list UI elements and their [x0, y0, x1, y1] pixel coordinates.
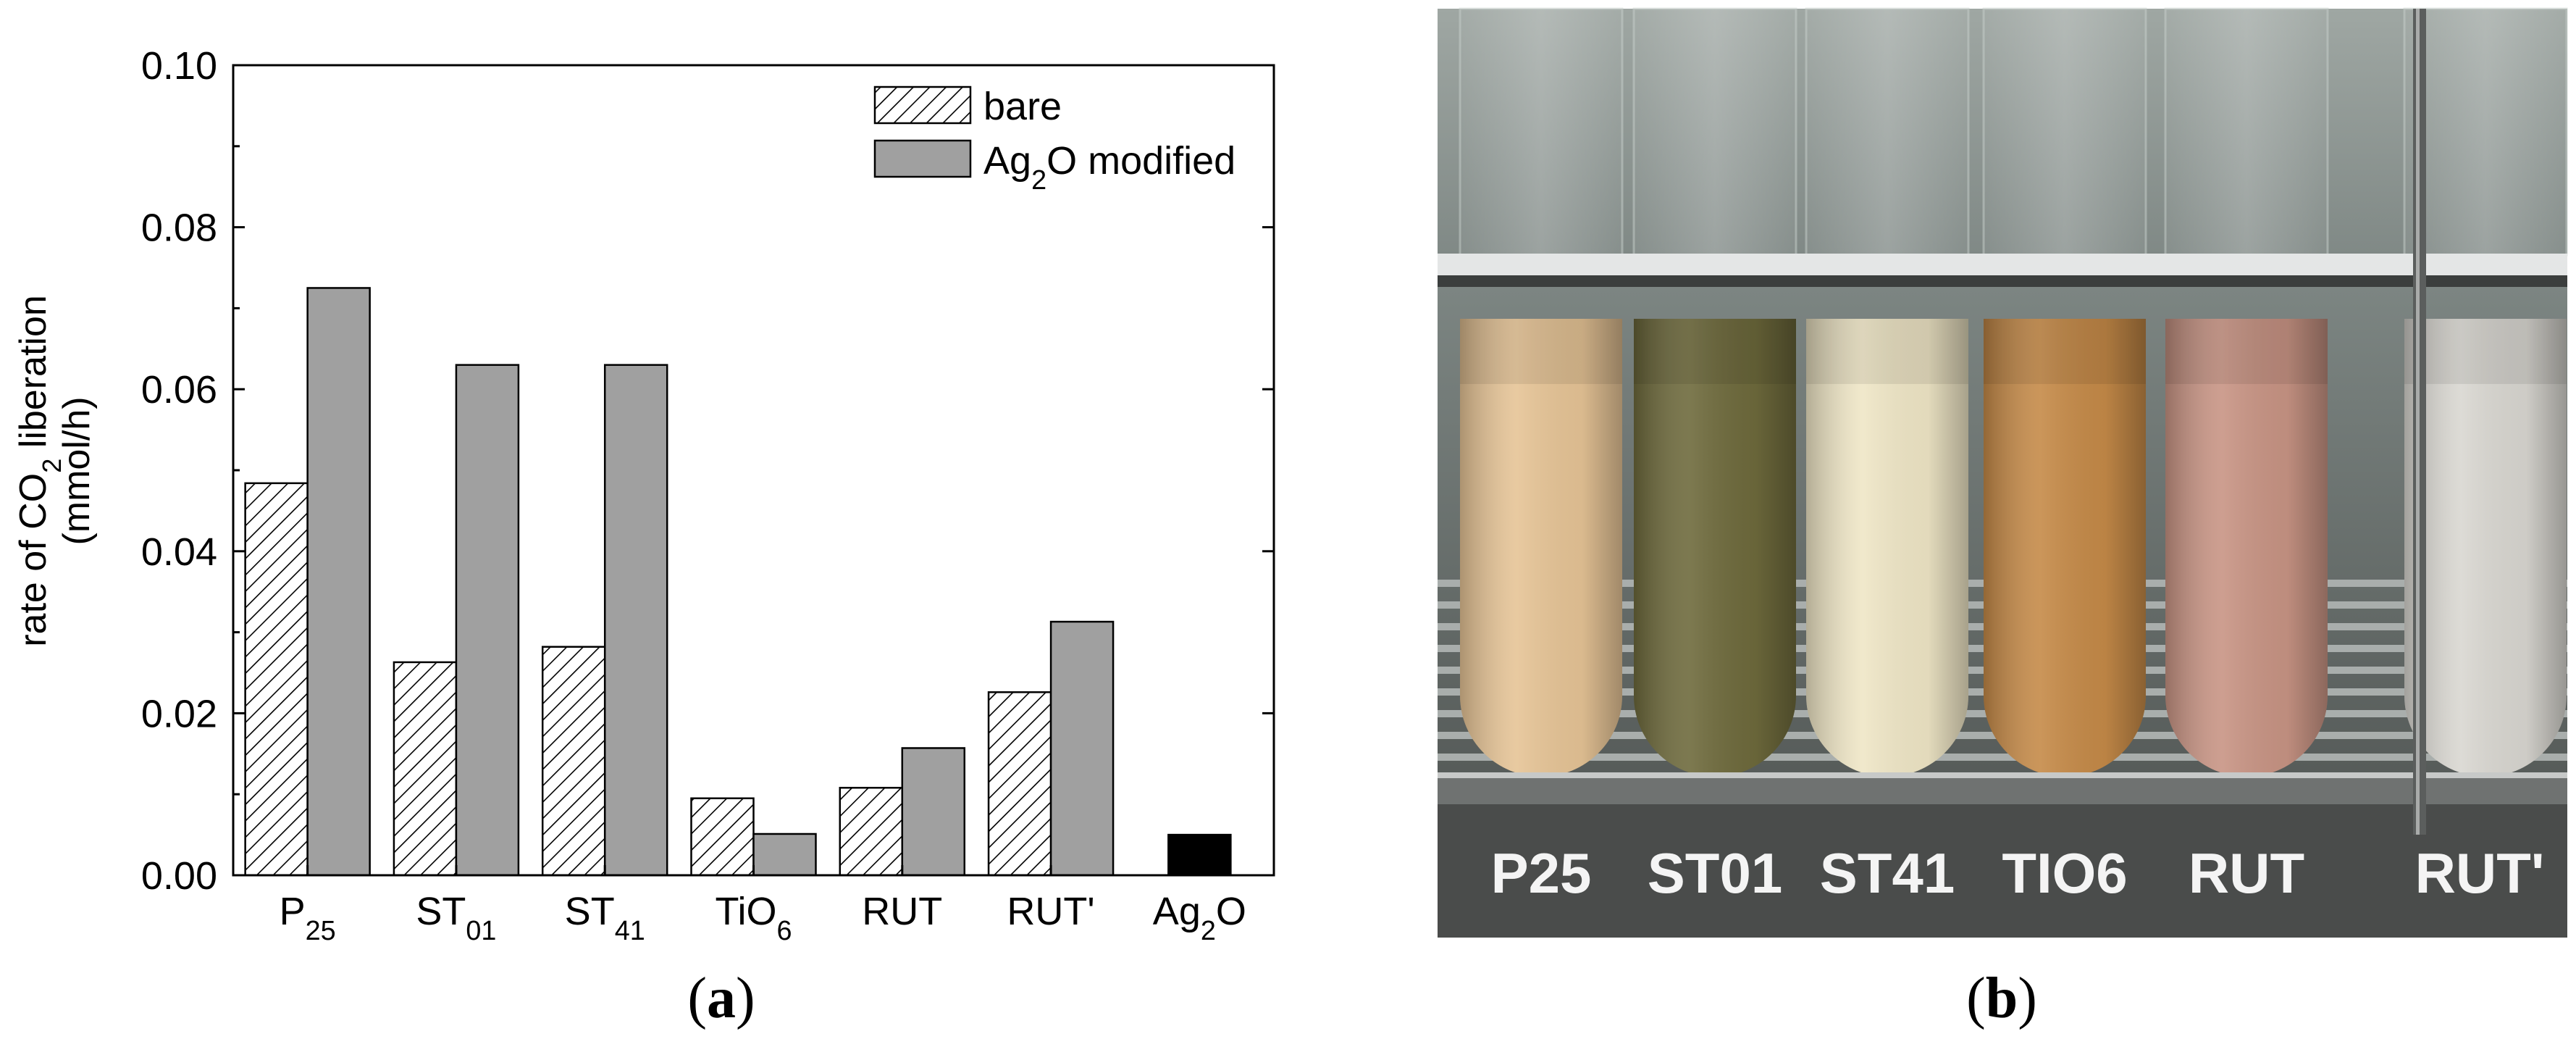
rack-top-rail	[1438, 254, 2567, 275]
tube-shading-2	[1634, 319, 1796, 777]
rack-wire	[1438, 754, 2567, 761]
x-tick-label-ag2o: Ag2O	[1153, 890, 1246, 946]
tube-band-5	[2165, 319, 2328, 384]
bar-ag2o-modified-tio6	[752, 833, 817, 877]
y-tick-label: 0.04	[141, 530, 217, 574]
y-axis-title: rate of CO2 liberation (mmol/h)	[12, 295, 98, 647]
glass-tube-tops	[1459, 7, 2568, 256]
bar-bare-tio6	[690, 797, 755, 877]
tube-label-rut-prime: RUT'	[2415, 841, 2545, 905]
x-tick-label-rut-prime: RUT'	[1007, 890, 1094, 933]
bar-ag2o-modified-rut	[901, 747, 966, 877]
bars-group	[244, 287, 1232, 877]
bar-ag2o-modified-st41	[603, 364, 668, 877]
legend-label-ag2o-modified: Ag2O modified	[983, 139, 1235, 196]
y-axis: 0.00 0.02 0.04 0.06 0.08 0.10	[141, 44, 1274, 898]
glass-top-6	[2403, 7, 2568, 256]
tube-photo: P25 ST01 ST41 TIO6 RUT RUT' (b)	[1438, 7, 2568, 1030]
tube-band-6	[2404, 319, 2567, 384]
tube-label-tio6: TIO6	[2002, 841, 2127, 905]
tubes-group	[1460, 319, 2567, 777]
x-axis: P25 ST01 ST41 TiO6 RUT RUT' Ag2O	[280, 865, 1246, 946]
tube-band-2	[1634, 319, 1796, 384]
glass-top-3	[1805, 7, 1970, 256]
tube-shading-6	[2404, 319, 2567, 777]
legend: bare Ag2O modified	[873, 85, 1235, 196]
tube-shading-3	[1806, 319, 1968, 777]
rack-front-rail	[1438, 775, 2567, 804]
tube-label-p25: P25	[1491, 841, 1592, 905]
tube-label-st01: ST01	[1648, 841, 1782, 905]
tube-labels: P25 ST01 ST41 TIO6 RUT RUT'	[1491, 841, 2545, 905]
tube-shading-4	[1984, 319, 2146, 777]
glass-top-5	[2164, 7, 2329, 256]
x-tick-label-p25: P25	[280, 890, 336, 946]
y-tick-label: 0.08	[141, 206, 217, 250]
tube-label-st41: ST41	[1820, 841, 1955, 905]
glass-top-1	[1459, 7, 1624, 256]
bar-ag2o-modified-rut-prime	[1049, 620, 1115, 877]
y-tick-label: 0.02	[141, 692, 217, 735]
tube-band-3	[1806, 319, 1968, 384]
rack-base	[1438, 804, 2567, 938]
tube-band-4	[1984, 319, 2146, 384]
plot-frame	[232, 64, 1275, 877]
bar-ag2o-modified-st01	[455, 364, 520, 877]
y-tick-label: 0.06	[141, 368, 217, 412]
bar-bare-rut-prime	[987, 691, 1052, 877]
rack-front-rail-highlight	[1438, 772, 2567, 778]
x-tick-label-st41: ST41	[565, 890, 645, 946]
y-tick-label: 0.00	[141, 854, 217, 898]
legend-swatch-ag2o-modified	[873, 139, 972, 178]
y-axis-title-line2: (mmol/h)	[56, 396, 98, 545]
tube-band-1	[1460, 319, 1622, 384]
y-axis-title-line1: rate of CO2 liberation	[12, 295, 67, 647]
x-tick-label-st01: ST01	[416, 890, 496, 946]
tube-label-rut: RUT	[2189, 841, 2304, 905]
glass-top-4	[1982, 7, 2147, 256]
bar-ag2o-modified-p25	[306, 287, 371, 877]
x-tick-label-rut: RUT	[862, 890, 942, 933]
y-tick-label: 0.10	[141, 44, 217, 88]
tube-shading-1	[1460, 319, 1622, 777]
rack-top-rail-shadow	[1438, 275, 2567, 287]
tube-shading-5	[2165, 319, 2328, 777]
rack-vertical-rod-highlight	[2416, 9, 2420, 835]
legend-swatch-bare	[873, 85, 972, 125]
legend-label-bare: bare	[983, 85, 1062, 128]
bar-bare-rut	[839, 787, 904, 877]
bar-bare-st41	[541, 646, 606, 877]
panel-label-b: (b)	[1966, 967, 2037, 1030]
bar-bare-p25	[244, 482, 309, 877]
panel-label-a: (a)	[687, 967, 755, 1030]
bar-bare-st01	[393, 661, 458, 877]
glass-top-2	[1632, 7, 1797, 256]
bar-chart: 0.00 0.02 0.04 0.06 0.08 0.10 P25 ST01 ST41 TiO6…	[12, 44, 1275, 1030]
x-tick-label-tio6: TiO6	[715, 890, 792, 946]
